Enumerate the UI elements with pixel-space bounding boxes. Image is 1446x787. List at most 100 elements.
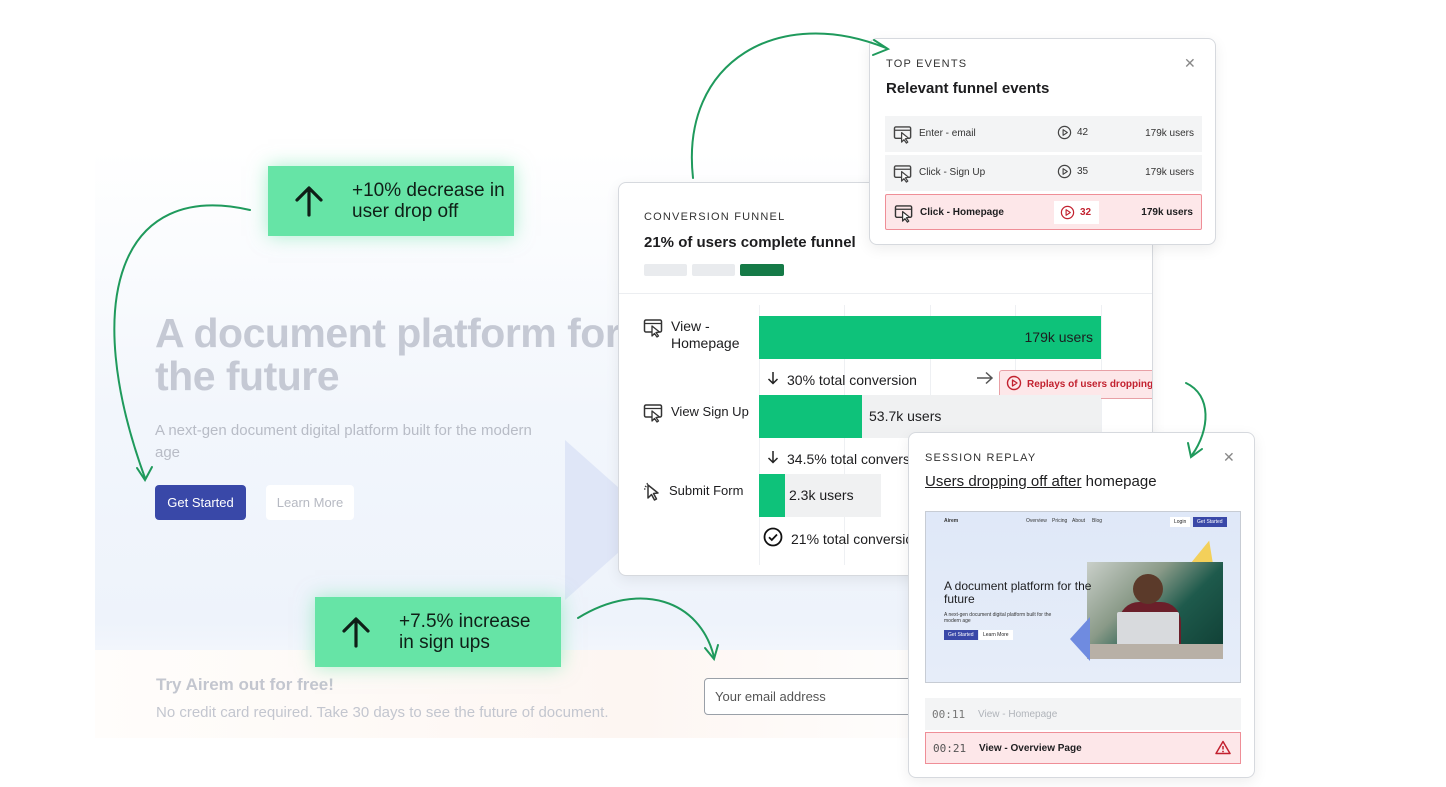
event-users: 179k users xyxy=(1145,167,1194,178)
funnel-step-indicator xyxy=(692,264,735,276)
browser-pointer-icon xyxy=(643,403,665,426)
conversion-row: 21% total conversion xyxy=(763,527,921,550)
events-eyebrow: TOP EVENTS xyxy=(886,58,968,70)
funnel-bar-value: 2.3k users xyxy=(789,487,854,503)
preview-get-started: Get Started xyxy=(1193,517,1227,527)
preview-login: Login xyxy=(1170,517,1191,527)
funnel-step-label: View Sign Up xyxy=(643,403,749,426)
session-eyebrow: SESSION REPLAY xyxy=(925,452,1037,464)
preview-get-started: Get Started xyxy=(944,630,978,640)
replay-timestamp: 00:21 xyxy=(933,741,967,755)
conversion-text: 21% total conversion xyxy=(791,530,921,547)
decorative-triangle xyxy=(1070,617,1090,661)
conversion-text: 30% total conversion xyxy=(787,371,917,388)
event-row[interactable]: Enter - email 42 179k users xyxy=(885,116,1202,152)
funnel-bar[interactable]: 2.3k users xyxy=(759,474,881,517)
event-count: 35 xyxy=(1057,164,1088,179)
funnel-bar[interactable]: 53.7k users xyxy=(759,395,1101,438)
warning-icon xyxy=(1215,740,1231,758)
preview-nav-item: Blog xyxy=(1092,518,1103,524)
funnel-bar-value: 179k users xyxy=(1024,329,1093,345)
funnel-step-label: View - Homepage xyxy=(643,318,756,352)
step-name: View - Homepage xyxy=(671,318,740,351)
funnel-bar-value: 53.7k users xyxy=(869,408,942,424)
browser-pointer-icon xyxy=(894,204,915,226)
replay-event-row[interactable]: 00:11 View - Homepage xyxy=(925,698,1241,730)
event-users: 179k users xyxy=(1145,128,1194,139)
event-name: Click - Sign Up xyxy=(919,167,986,178)
preview-photo xyxy=(1087,562,1223,659)
close-icon[interactable]: ✕ xyxy=(1184,55,1196,71)
step-name: View Sign Up xyxy=(671,404,749,419)
divider xyxy=(619,293,1152,294)
funnel-title: 21% of users complete funnel xyxy=(644,234,856,251)
preview-learn-more: Learn More xyxy=(979,630,1013,640)
conversion-row: 34.5% total conversion xyxy=(767,450,929,467)
funnel-step-indicator xyxy=(644,264,687,276)
event-count-value: 42 xyxy=(1077,127,1089,138)
learn-more-button[interactable]: Learn More xyxy=(266,485,354,520)
drop-off-text: +10% decrease in user drop off xyxy=(352,180,505,222)
pointer-click-icon xyxy=(643,482,663,505)
arrow-down-icon xyxy=(767,371,779,388)
sign-ups-callout: +7.5% increase in sign ups xyxy=(315,597,561,667)
session-title-rest: homepage xyxy=(1081,473,1157,490)
email-input[interactable]: Your email address xyxy=(704,678,934,715)
play-circle-icon xyxy=(1057,164,1072,179)
funnel-bar-fill xyxy=(759,316,1101,359)
session-replay-card: SESSION REPLAY Users dropping off after … xyxy=(908,432,1255,778)
browser-pointer-icon xyxy=(893,125,914,147)
funnel-step-label: Submit Form xyxy=(643,482,743,505)
play-circle-icon xyxy=(1060,205,1075,220)
replay-preview[interactable]: Airem Overview Pricing About Blog Login … xyxy=(925,511,1241,683)
preview-nav-item: About xyxy=(1072,518,1086,524)
events-title: Relevant funnel events xyxy=(886,80,1050,97)
funnel-bar[interactable]: 179k users xyxy=(759,316,1101,359)
preview-logo: Airem xyxy=(944,518,959,524)
drop-off-callout: +10% decrease in user drop off xyxy=(268,166,514,236)
session-title: Users dropping off after homepage xyxy=(925,473,1157,490)
play-circle-icon xyxy=(1006,375,1022,394)
preview-nav-item: Pricing xyxy=(1052,518,1068,524)
preview-nav-item: Overview xyxy=(1026,518,1047,524)
event-name: Click - Homepage xyxy=(920,207,1004,218)
event-users: 179k users xyxy=(1141,207,1193,218)
session-title-link[interactable]: Users dropping off after xyxy=(925,473,1082,490)
funnel-step-indicator-active xyxy=(740,264,784,276)
arrow-up-icon xyxy=(288,185,330,217)
replay-timestamp: 00:11 xyxy=(932,707,966,721)
event-count-value: 32 xyxy=(1080,207,1092,218)
replay-event-label: View - Overview Page xyxy=(979,742,1082,754)
play-circle-icon xyxy=(1057,125,1072,140)
replay-button-label: Replays of users dropping off xyxy=(1027,379,1153,390)
hero-subtitle: A next-gen document digital platform bui… xyxy=(155,422,532,461)
event-count: 32 xyxy=(1054,201,1100,224)
replay-event-label: View - Homepage xyxy=(978,708,1058,720)
check-circle-icon xyxy=(763,527,783,550)
conversion-text: 34.5% total conversion xyxy=(787,450,929,467)
replay-event-row-highlighted[interactable]: 00:21 View - Overview Page xyxy=(925,732,1241,764)
browser-pointer-icon xyxy=(893,164,914,186)
funnel-eyebrow: CONVERSION FUNNEL xyxy=(644,211,786,223)
step-name: Submit Form xyxy=(669,483,744,498)
event-count: 42 xyxy=(1057,125,1088,140)
sign-ups-text: +7.5% increase in sign ups xyxy=(399,611,531,653)
try-title: Try Airem out for free! xyxy=(156,675,334,694)
event-row-highlighted[interactable]: Click - Homepage 32 179k users xyxy=(885,194,1202,230)
top-events-card: TOP EVENTS Relevant funnel events ✕ Ente… xyxy=(869,38,1216,245)
event-row[interactable]: Click - Sign Up 35 179k users xyxy=(885,155,1202,191)
replays-dropping-off-button[interactable]: Replays of users dropping off xyxy=(999,370,1153,399)
funnel-bar-fill xyxy=(759,395,862,438)
preview-title: A document platform for the future xyxy=(944,579,1092,606)
close-icon[interactable]: ✕ xyxy=(1223,449,1235,465)
event-count-value: 35 xyxy=(1077,166,1089,177)
browser-pointer-icon xyxy=(643,318,665,341)
arrow-down-icon xyxy=(767,450,779,467)
arrow-up-icon xyxy=(335,616,377,648)
preview-subtitle: A next-gen document digital platform bui… xyxy=(944,612,1052,624)
get-started-button[interactable]: Get Started xyxy=(155,485,246,520)
conversion-row: 30% total conversion xyxy=(767,371,917,388)
funnel-bar-fill xyxy=(759,474,785,517)
try-subtitle: No credit card required. Take 30 days to… xyxy=(156,704,609,721)
event-name: Enter - email xyxy=(919,128,976,139)
